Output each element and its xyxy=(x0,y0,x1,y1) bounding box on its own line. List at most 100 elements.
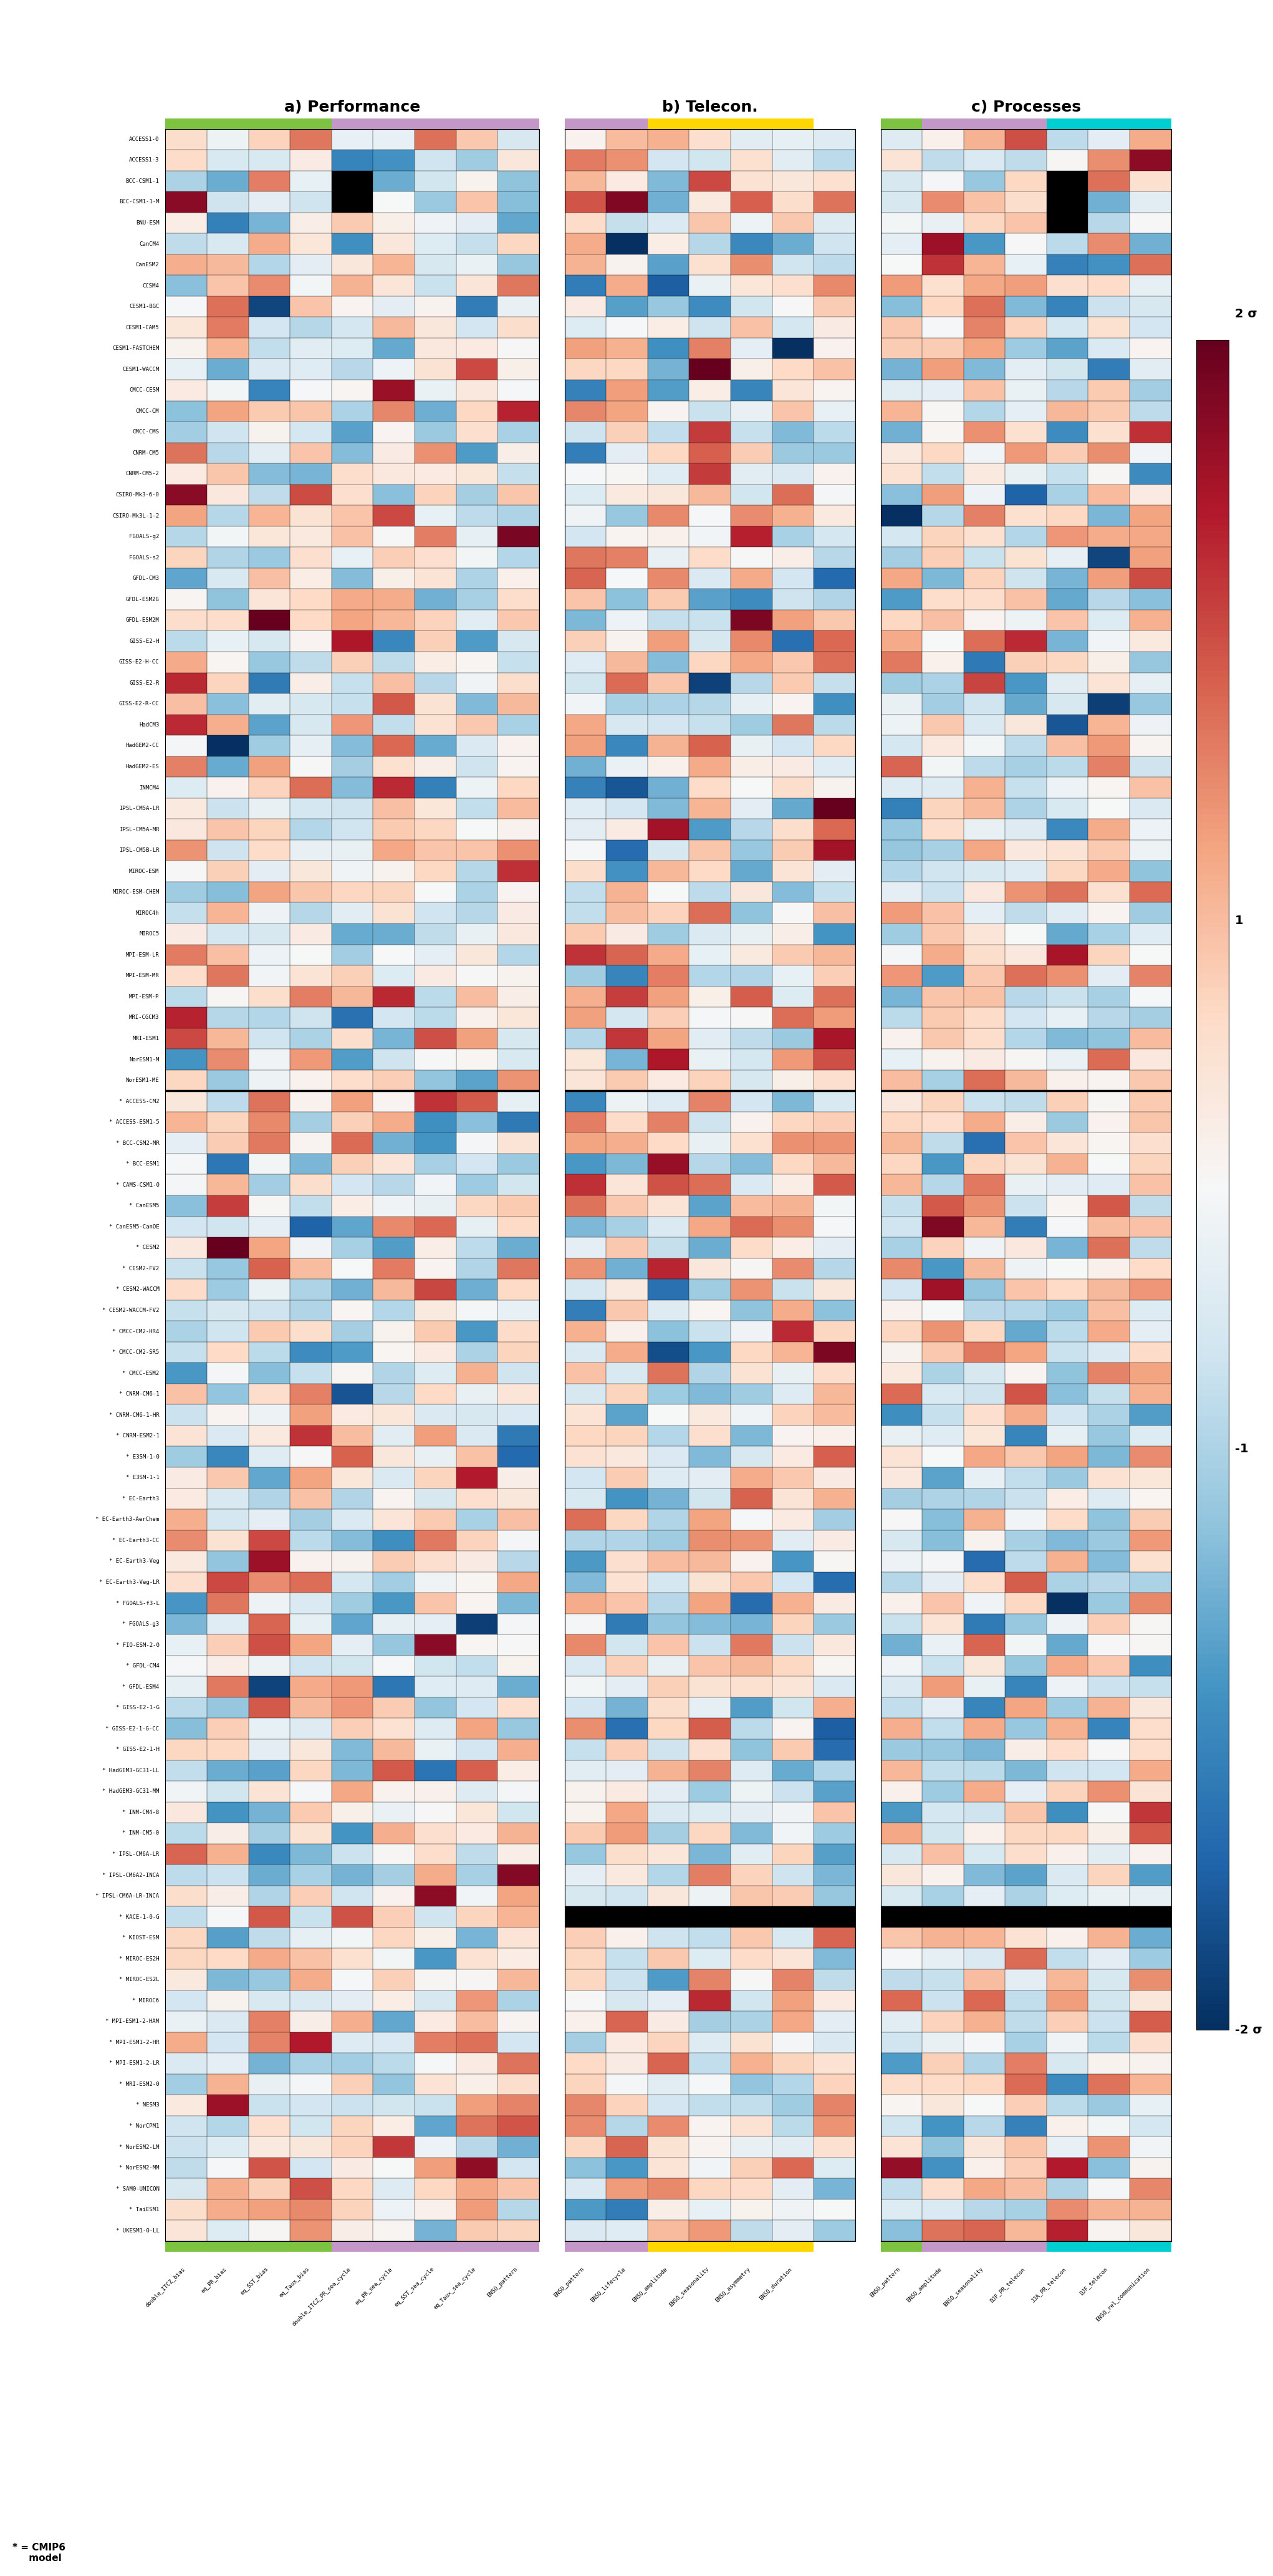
Bar xyxy=(648,1404,689,1425)
Bar xyxy=(922,1571,964,1592)
Bar xyxy=(415,358,456,379)
Bar xyxy=(922,1048,964,1069)
Bar xyxy=(248,234,290,255)
Bar xyxy=(564,402,606,422)
Bar xyxy=(498,987,538,1007)
Bar xyxy=(731,1551,773,1571)
Bar xyxy=(922,1759,964,1780)
Bar xyxy=(373,1363,415,1383)
Bar xyxy=(731,631,773,652)
Bar xyxy=(813,1445,855,1468)
Bar xyxy=(290,1280,331,1301)
Text: GISS-E2-H: GISS-E2-H xyxy=(129,639,159,644)
Bar xyxy=(165,1048,207,1069)
Bar xyxy=(1006,443,1046,464)
Bar xyxy=(606,129,648,149)
Bar xyxy=(331,2094,373,2115)
Bar xyxy=(456,1824,498,1844)
Bar xyxy=(773,505,813,526)
Bar xyxy=(415,2221,456,2241)
Bar xyxy=(773,191,813,211)
Bar xyxy=(456,714,498,734)
Bar xyxy=(248,505,290,526)
Bar xyxy=(248,1175,290,1195)
Bar xyxy=(648,1865,689,1886)
Bar xyxy=(1046,590,1088,611)
Bar xyxy=(1129,1154,1171,1175)
Bar xyxy=(922,966,964,987)
Bar xyxy=(498,693,538,714)
Bar xyxy=(731,1175,773,1195)
Bar xyxy=(1088,1342,1129,1363)
Bar xyxy=(456,1301,498,1321)
Bar xyxy=(1046,925,1088,945)
Bar xyxy=(773,1947,813,1968)
Bar xyxy=(564,2094,606,2115)
Text: CNRM-CM5: CNRM-CM5 xyxy=(132,451,159,456)
Text: * KIOST-ESM: * KIOST-ESM xyxy=(122,1935,159,1940)
Bar xyxy=(813,611,855,631)
Bar xyxy=(564,1113,606,1133)
Bar xyxy=(1129,2221,1171,2241)
Bar xyxy=(731,778,773,799)
Bar xyxy=(881,2179,922,2200)
Bar xyxy=(648,1216,689,1236)
Bar xyxy=(689,484,731,505)
Bar xyxy=(456,2053,498,2074)
Bar xyxy=(373,925,415,945)
Bar xyxy=(165,1865,207,1886)
Bar xyxy=(813,2159,855,2179)
Bar xyxy=(248,1865,290,1886)
Bar xyxy=(290,443,331,464)
Bar xyxy=(813,860,855,881)
Bar xyxy=(648,1028,689,1048)
Bar xyxy=(606,505,648,526)
Bar xyxy=(731,590,773,611)
Bar xyxy=(1129,2136,1171,2159)
Bar xyxy=(498,422,538,443)
Bar xyxy=(964,966,1006,987)
Bar xyxy=(498,546,538,567)
Title: a) Performance: a) Performance xyxy=(284,100,420,113)
Bar xyxy=(207,860,248,881)
Bar xyxy=(1046,118,1088,129)
Bar xyxy=(207,1007,248,1028)
Bar xyxy=(922,1677,964,1698)
Bar xyxy=(813,358,855,379)
Bar xyxy=(606,2159,648,2179)
Bar xyxy=(415,757,456,778)
Bar xyxy=(1046,464,1088,484)
Bar xyxy=(648,1968,689,1991)
Text: ENSO_pattern: ENSO_pattern xyxy=(486,2267,518,2298)
Bar xyxy=(373,1906,415,1927)
Bar xyxy=(813,422,855,443)
Bar xyxy=(207,546,248,567)
Bar xyxy=(564,191,606,211)
Bar xyxy=(373,778,415,799)
Bar xyxy=(881,234,922,255)
Bar xyxy=(922,819,964,840)
Bar xyxy=(331,2159,373,2179)
Text: ENSO_amplitude: ENSO_amplitude xyxy=(631,2267,668,2303)
Bar xyxy=(248,464,290,484)
Bar xyxy=(331,191,373,211)
Bar xyxy=(922,902,964,925)
Bar xyxy=(373,1656,415,1677)
Bar xyxy=(648,2221,689,2241)
Bar xyxy=(922,1551,964,1571)
Bar xyxy=(689,234,731,255)
Bar xyxy=(207,296,248,317)
Bar xyxy=(415,337,456,358)
Bar xyxy=(964,1489,1006,1510)
Bar xyxy=(773,1195,813,1216)
Bar xyxy=(731,1069,773,1090)
Bar xyxy=(689,211,731,234)
Bar xyxy=(1046,1425,1088,1445)
Bar xyxy=(1006,2179,1046,2200)
Bar xyxy=(415,1803,456,1824)
Bar xyxy=(415,211,456,234)
Bar xyxy=(731,1216,773,1236)
Bar xyxy=(1088,925,1129,945)
Bar xyxy=(290,129,331,149)
Bar xyxy=(1046,1404,1088,1425)
